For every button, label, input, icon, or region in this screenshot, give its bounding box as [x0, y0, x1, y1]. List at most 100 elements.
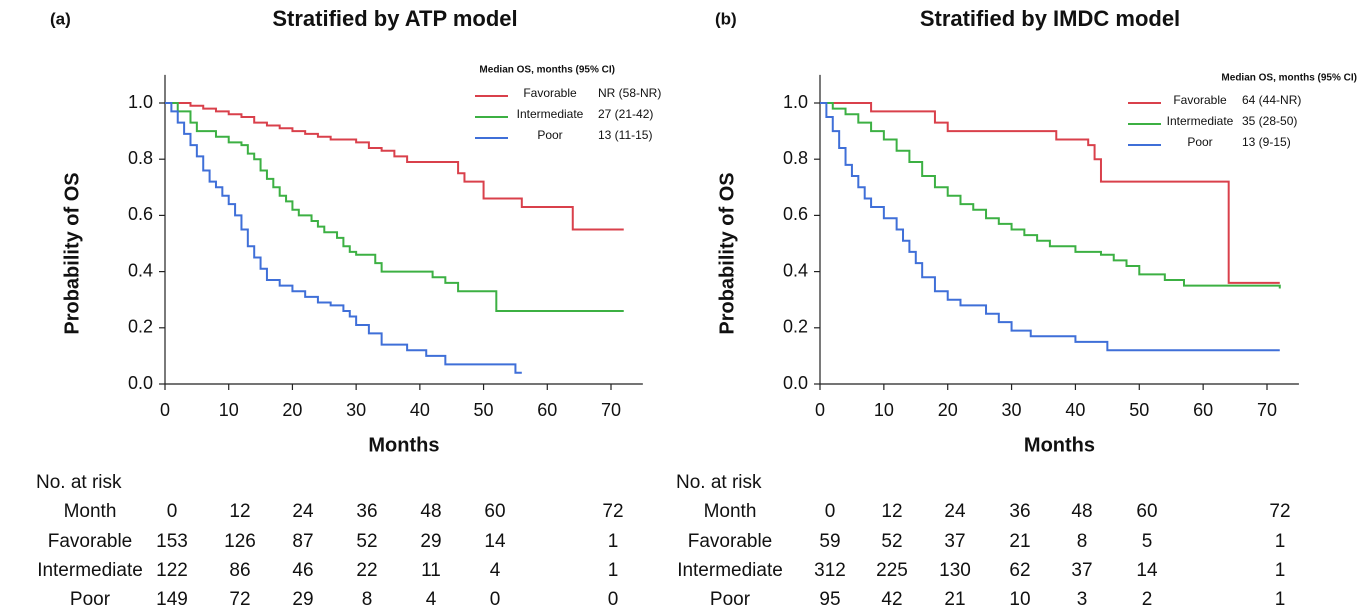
- risk-count: 153: [156, 531, 188, 552]
- x-tick-label: 60: [1193, 400, 1213, 420]
- y-tick-label: 0.8: [783, 148, 808, 168]
- risk-header: Month: [64, 501, 117, 522]
- risk-count: 8: [1077, 531, 1088, 552]
- legend-median: 35 (28-50): [1242, 114, 1297, 128]
- risk-count: 52: [881, 531, 902, 552]
- risk-count: 42: [881, 589, 902, 610]
- x-tick-label: 20: [282, 400, 302, 420]
- risk-month: 36: [356, 501, 377, 522]
- risk-month: 12: [881, 501, 902, 522]
- risk-count: 312: [814, 560, 846, 581]
- x-tick-label: 70: [1257, 400, 1277, 420]
- risk-count: 2: [1142, 589, 1153, 610]
- x-tick-label: 0: [160, 400, 170, 420]
- legend-label: Poor: [537, 128, 562, 142]
- risk-row-label: Intermediate: [37, 560, 143, 581]
- risk-count: 122: [156, 560, 188, 581]
- risk-count: 10: [1009, 589, 1030, 610]
- risk-count: 1: [608, 560, 619, 581]
- risk-count: 37: [1071, 560, 1092, 581]
- risk-count: 1: [1275, 560, 1286, 581]
- x-axis-label: Months: [1024, 434, 1095, 456]
- x-tick-label: 0: [815, 400, 825, 420]
- risk-count: 29: [420, 531, 441, 552]
- x-tick-label: 30: [346, 400, 366, 420]
- risk-count: 21: [1009, 531, 1030, 552]
- legend-label: Intermediate: [1167, 114, 1234, 128]
- km-curve: [820, 102, 1280, 284]
- risk-count: 8: [362, 589, 373, 610]
- risk-month: 24: [292, 501, 314, 522]
- legend-label: Favorable: [523, 86, 577, 100]
- y-tick-label: 0.4: [783, 260, 808, 280]
- x-tick-label: 40: [410, 400, 430, 420]
- x-tick-label: 30: [1002, 400, 1022, 420]
- chart-title: Stratified by ATP model: [272, 6, 517, 31]
- risk-count: 126: [224, 531, 256, 552]
- x-tick-label: 10: [219, 400, 239, 420]
- risk-count: 5: [1142, 531, 1153, 552]
- legend-title: Median OS, months (95% CI): [479, 65, 615, 76]
- risk-month: 0: [825, 501, 836, 522]
- risk-count: 62: [1009, 560, 1030, 581]
- km-curve: [820, 102, 1280, 352]
- risk-count: 72: [229, 589, 250, 610]
- risk-row-label: Intermediate: [677, 560, 783, 581]
- risk-row-label: Poor: [70, 589, 111, 610]
- risk-header: Month: [704, 501, 757, 522]
- risk-count: 0: [490, 589, 501, 610]
- y-axis-label: Probability of OS: [61, 172, 83, 334]
- axes: [164, 74, 643, 385]
- y-tick-label: 0.2: [783, 317, 808, 337]
- risk-count: 14: [1136, 560, 1158, 581]
- legend-title: Median OS, months (95% CI): [1221, 73, 1357, 84]
- legend-label: Intermediate: [517, 107, 584, 121]
- x-tick-label: 10: [874, 400, 894, 420]
- y-tick-label: 0.2: [128, 317, 153, 337]
- km-curve: [165, 102, 624, 231]
- y-tick-label: 0.6: [783, 204, 808, 224]
- legend-label: Poor: [1187, 135, 1212, 149]
- risk-count: 1: [1275, 531, 1286, 552]
- risk-month: 72: [602, 501, 623, 522]
- y-tick-label: 0.0: [783, 373, 808, 393]
- risk-count: 59: [819, 531, 840, 552]
- y-axis-label: Probability of OS: [716, 172, 738, 334]
- risk-count: 1: [608, 531, 619, 552]
- risk-count: 149: [156, 589, 188, 610]
- risk-row-label: Favorable: [688, 531, 773, 552]
- risk-title: No. at risk: [676, 472, 762, 493]
- legend-median: 64 (44-NR): [1242, 93, 1301, 107]
- risk-count: 46: [292, 560, 313, 581]
- y-tick-label: 1.0: [128, 92, 153, 112]
- risk-count: 4: [490, 560, 501, 581]
- risk-month: 72: [1269, 501, 1290, 522]
- risk-count: 87: [292, 531, 313, 552]
- risk-month: 12: [229, 501, 250, 522]
- x-tick-label: 20: [938, 400, 958, 420]
- y-tick-label: 0.8: [128, 148, 153, 168]
- km-curve: [820, 102, 1281, 289]
- risk-row-label: Poor: [710, 589, 751, 610]
- risk-month: 48: [1071, 501, 1092, 522]
- risk-month: 60: [1136, 501, 1157, 522]
- risk-month: 0: [167, 501, 178, 522]
- risk-count: 22: [356, 560, 377, 581]
- x-tick-label: 50: [474, 400, 494, 420]
- x-tick-label: 50: [1129, 400, 1149, 420]
- risk-row-label: Favorable: [48, 531, 133, 552]
- risk-count: 1: [1275, 589, 1286, 610]
- risk-count: 14: [484, 531, 506, 552]
- km-curve: [165, 102, 624, 312]
- risk-count: 130: [939, 560, 971, 581]
- risk-month: 24: [944, 501, 966, 522]
- x-tick-label: 60: [537, 400, 557, 420]
- risk-month: 36: [1009, 501, 1030, 522]
- panel-label: (a): [50, 9, 71, 28]
- y-tick-label: 1.0: [783, 92, 808, 112]
- legend-label: Favorable: [1173, 93, 1227, 107]
- risk-count: 52: [356, 531, 377, 552]
- risk-count: 29: [292, 589, 313, 610]
- legend-median: 13 (9-15): [1242, 135, 1291, 149]
